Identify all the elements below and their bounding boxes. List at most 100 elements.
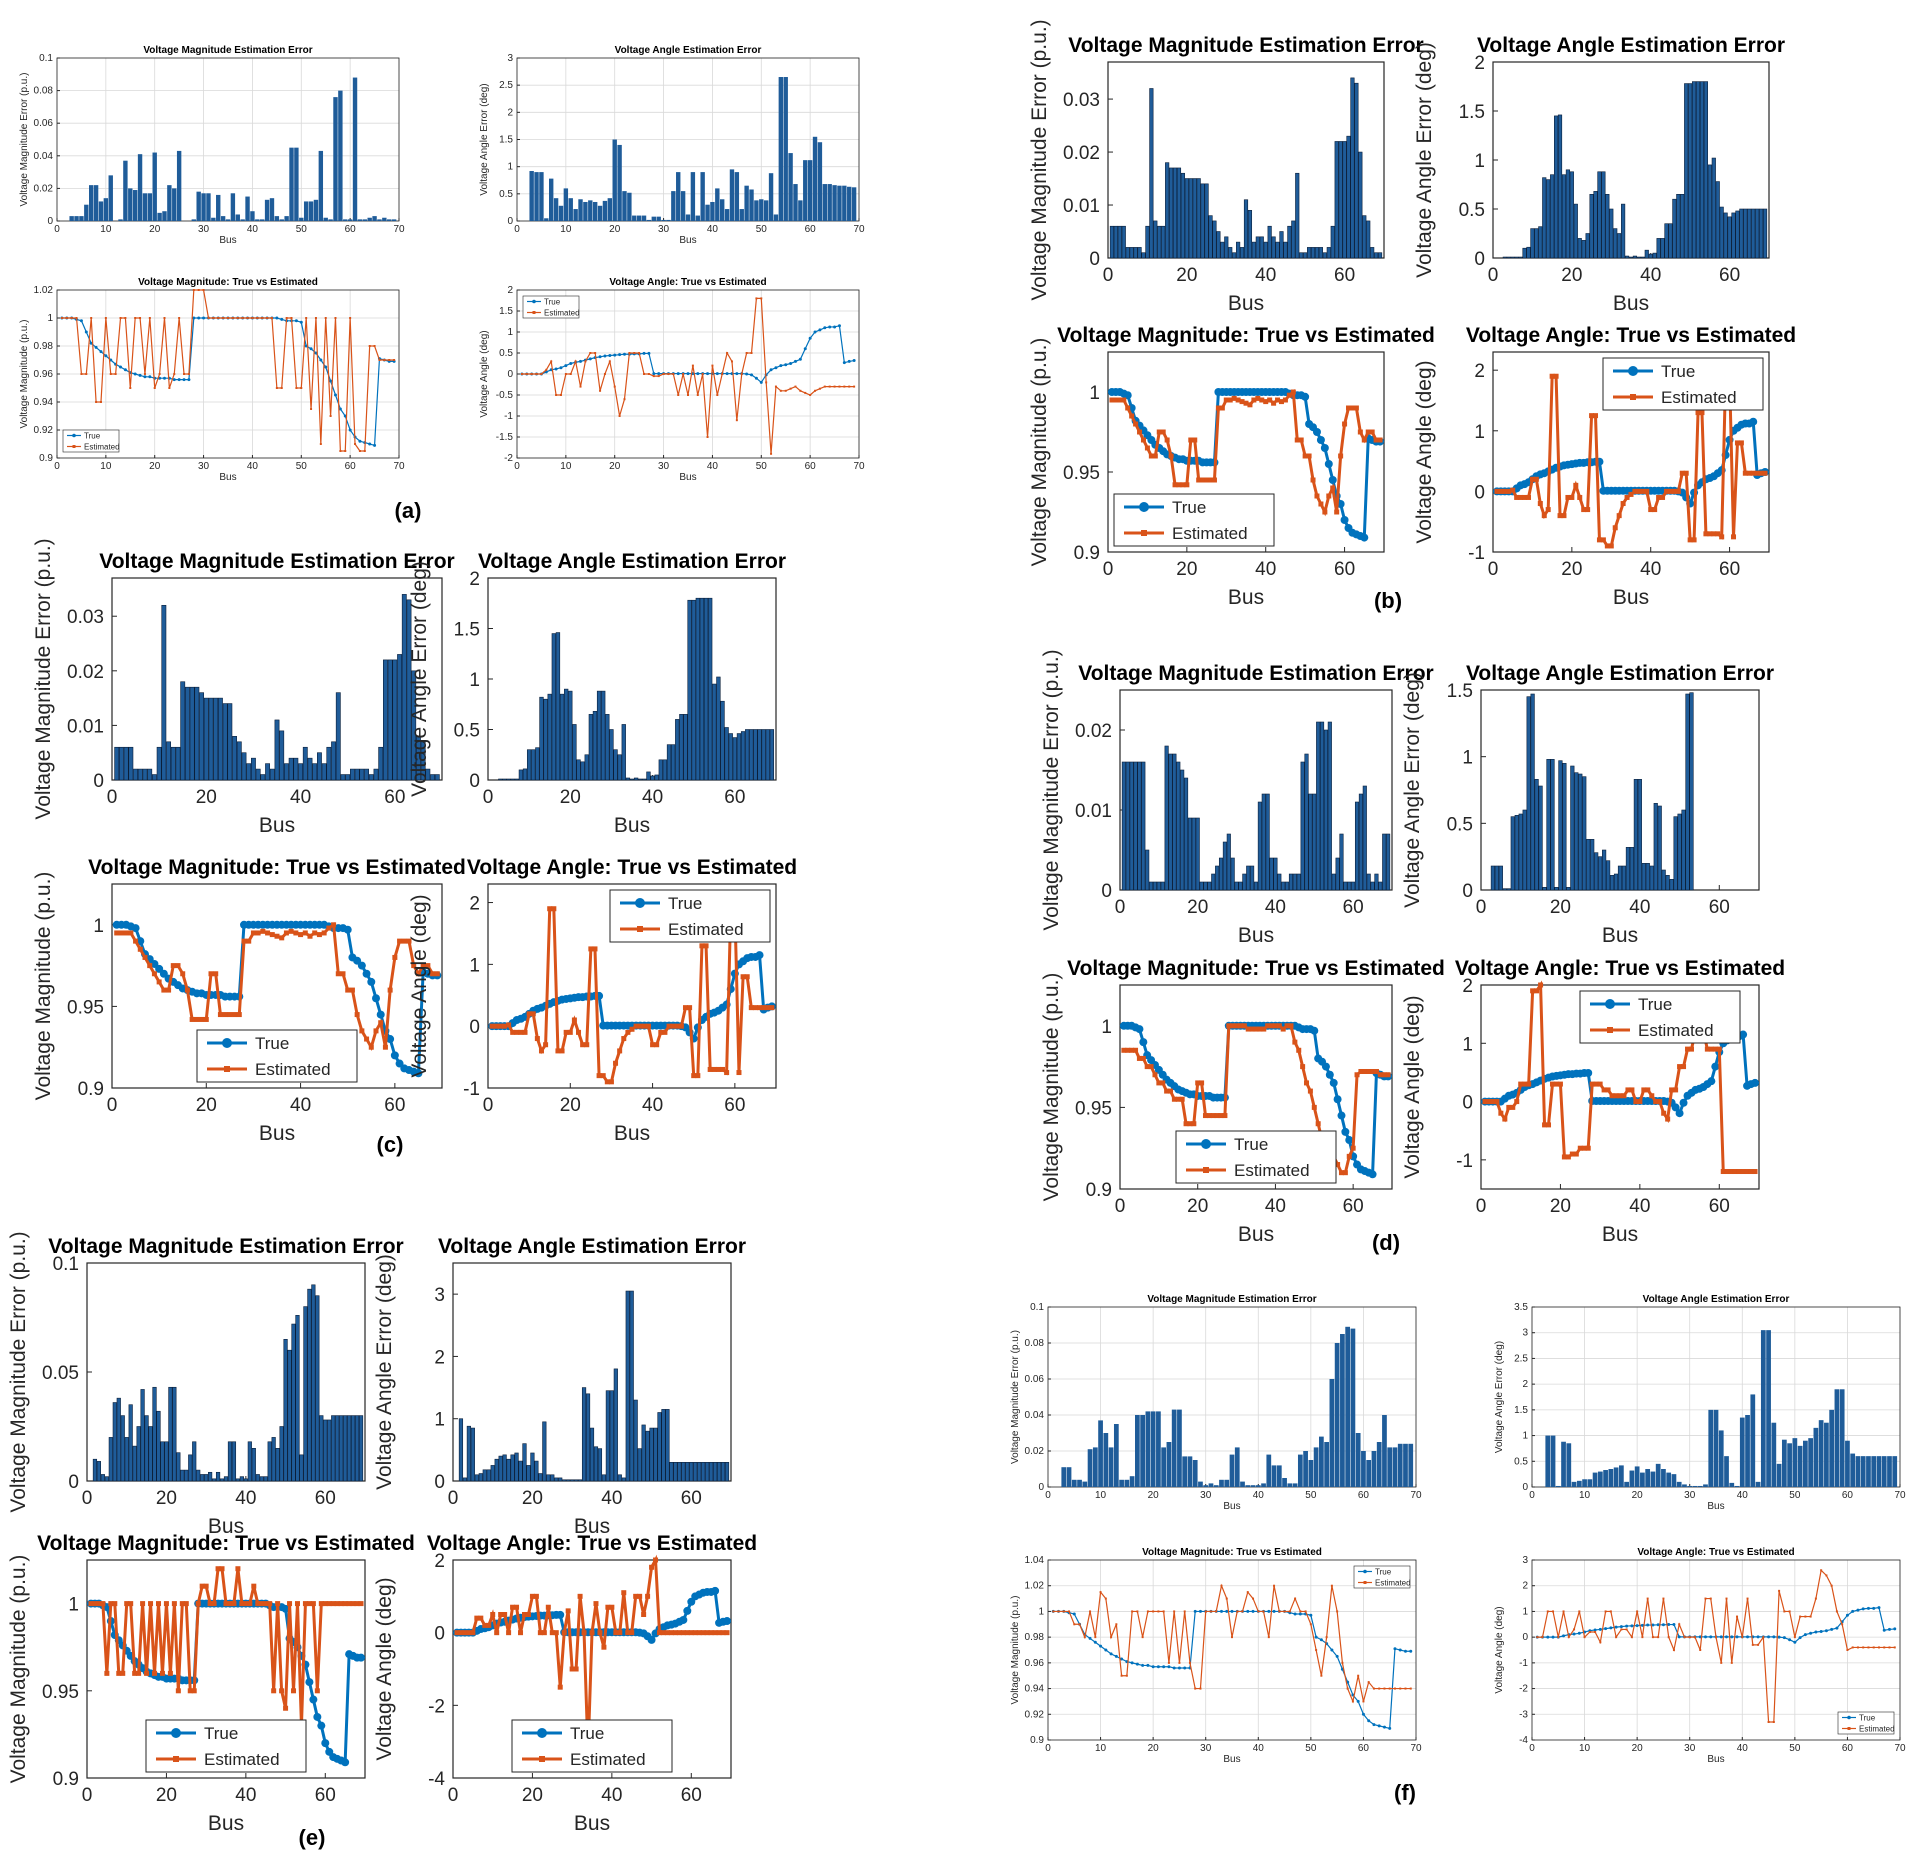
bar	[1546, 759, 1551, 891]
bar	[1247, 210, 1253, 259]
bar	[1285, 881, 1290, 891]
bar	[803, 160, 808, 221]
x-tick-label: 60	[1719, 265, 1740, 286]
point-true	[1756, 1635, 1760, 1639]
point-true	[1604, 1627, 1608, 1631]
point-estimated	[265, 930, 271, 936]
bar	[832, 185, 837, 221]
point-estimated	[1851, 1646, 1854, 1649]
x-tick-label: 20	[1550, 1196, 1571, 1217]
bar	[1082, 1481, 1088, 1487]
point-true	[1298, 1612, 1302, 1616]
point-estimated	[129, 387, 132, 389]
point-estimated	[329, 415, 332, 417]
bar	[1133, 247, 1138, 259]
chart-title: Voltage Magnitude Estimation Error	[1068, 34, 1423, 57]
x-tick-label: 20	[1561, 559, 1582, 580]
bar	[1506, 888, 1511, 891]
point-estimated	[1553, 373, 1559, 379]
x-tick-label: 50	[1789, 1490, 1801, 1501]
point-true	[1562, 1634, 1566, 1638]
point-true	[1151, 1665, 1155, 1669]
bar	[416, 736, 421, 781]
bar	[1597, 171, 1602, 259]
point-estimated	[1335, 1162, 1341, 1168]
point-estimated	[142, 954, 148, 960]
bar	[362, 219, 367, 221]
chart-mag_err: 0 10 20 30 40 50 60 7000.020.040.060.080.1Volta…	[19, 45, 405, 246]
bar	[564, 688, 569, 781]
chart-title: Voltage Angle: True vs Estimated	[427, 1532, 757, 1555]
point-estimated	[1370, 1068, 1376, 1074]
bar	[391, 219, 397, 221]
point-estimated	[1167, 1661, 1170, 1664]
x-tick-label: 50	[756, 224, 768, 235]
y-tick-label: 0	[1522, 1632, 1528, 1643]
point-estimated	[274, 933, 280, 939]
bar	[1652, 252, 1657, 259]
point-estimated	[605, 1604, 611, 1610]
point-estimated	[335, 971, 341, 977]
bar	[1335, 857, 1340, 891]
point-estimated	[1219, 405, 1225, 411]
point-true	[1377, 1724, 1381, 1728]
point-estimated	[269, 932, 275, 938]
x-tick-label: 60	[805, 461, 817, 472]
legend-label-true: True	[255, 1034, 289, 1053]
bar	[602, 200, 608, 221]
bar	[1224, 236, 1229, 259]
x-tick-label: 40	[1265, 897, 1286, 918]
bar	[293, 757, 299, 781]
y-tick-label: 0.92	[1025, 1709, 1045, 1720]
point-estimated	[1741, 1636, 1744, 1639]
point-estimated	[599, 389, 602, 392]
bar	[1232, 252, 1237, 259]
y-tick-label: 1	[1038, 1606, 1044, 1617]
bar	[100, 1474, 105, 1482]
x-tick-label: 20	[522, 1488, 543, 1509]
x-axis-label: Bus	[614, 814, 650, 837]
point-estimated	[239, 1601, 245, 1607]
point-estimated	[1338, 1170, 1344, 1176]
bar	[1125, 247, 1130, 259]
y-tick-label: 0.1	[53, 1254, 79, 1275]
point-estimated	[1742, 470, 1748, 476]
y-tick-label: 0.1	[39, 53, 53, 64]
point-estimated	[208, 971, 214, 977]
bar	[1322, 252, 1327, 259]
y-tick-label: 1	[1462, 1034, 1473, 1055]
point-estimated	[147, 963, 153, 969]
bar	[1397, 1443, 1403, 1487]
bar	[1303, 252, 1308, 259]
bar	[1609, 875, 1615, 891]
point-estimated	[1300, 1064, 1306, 1070]
point-estimated	[189, 1016, 195, 1022]
point-estimated	[1762, 470, 1768, 476]
point-estimated	[1671, 488, 1677, 494]
bar	[1871, 1456, 1877, 1487]
point-estimated	[1883, 1646, 1886, 1649]
point-estimated	[1888, 1646, 1891, 1649]
bar	[1109, 225, 1115, 259]
point-estimated	[1342, 1170, 1348, 1176]
bar	[1760, 1330, 1766, 1487]
bar	[1605, 194, 1610, 259]
point-true	[1798, 1636, 1802, 1640]
bar	[303, 1306, 308, 1482]
bar	[847, 186, 852, 221]
y-tick-label: 0.03	[1063, 90, 1100, 111]
point-estimated	[571, 1017, 577, 1023]
point-estimated	[1073, 1623, 1076, 1626]
bar	[710, 201, 715, 221]
point-estimated	[1669, 1087, 1675, 1093]
point-true	[1782, 1636, 1786, 1640]
point-estimated	[90, 317, 93, 319]
bar	[241, 752, 247, 781]
point-estimated	[1494, 1099, 1500, 1105]
point-estimated	[494, 1630, 500, 1636]
bar	[367, 217, 372, 221]
bar	[1624, 255, 1630, 259]
point-estimated	[724, 1630, 730, 1636]
